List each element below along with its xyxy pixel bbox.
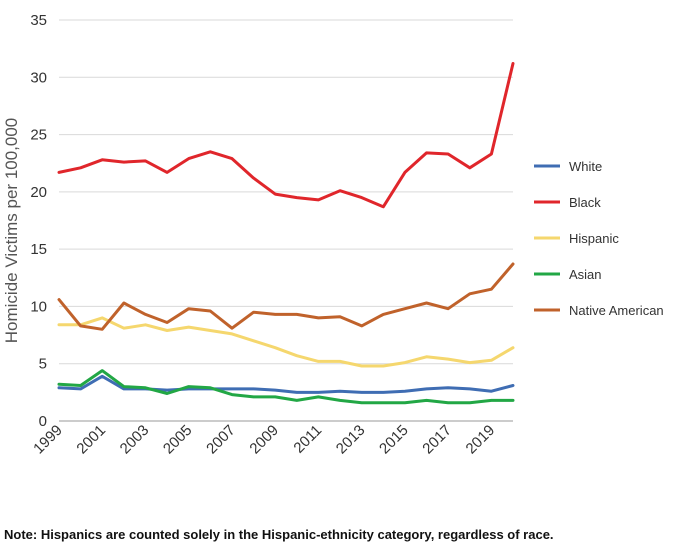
y-tick-label: 30 (30, 69, 47, 86)
x-tick-label: 1999 (30, 422, 66, 458)
x-tick-label: 2003 (117, 422, 153, 458)
y-tick-label: 15 (30, 241, 47, 258)
series-line-black (57, 62, 515, 209)
x-tick-label: 2009 (246, 422, 282, 458)
y-tick-label: 0 (39, 413, 47, 430)
y-tick-label: 25 (30, 127, 47, 144)
gridlines (59, 19, 513, 365)
series-line-hispanic (57, 316, 515, 368)
y-tick-label: 20 (30, 184, 47, 201)
legend: White Black Hispanic Asian Native American (534, 159, 664, 318)
y-axis-title: Homicide Victims per 100,000 (2, 118, 21, 344)
legend-label-black: Black (569, 195, 601, 210)
x-tick-label: 2001 (73, 422, 109, 458)
legend-label-native-american: Native American (569, 303, 664, 318)
y-tick-label: 5 (39, 356, 47, 373)
legend-label-hispanic: Hispanic (569, 231, 619, 246)
legend-label-white: White (569, 159, 602, 174)
x-tick-label: 2011 (290, 422, 325, 457)
footnote: Note: Hispanics are counted solely in th… (4, 527, 554, 542)
x-tick-label: 2013 (333, 422, 369, 458)
x-tick-label: 2015 (376, 422, 412, 458)
y-tick-label: 35 (30, 12, 47, 29)
x-tick-label: 2017 (419, 422, 455, 458)
series-lines (57, 62, 515, 405)
series-line-asian (57, 369, 515, 405)
x-axis-tick-labels: 1999 2001 2003 2005 2007 2009 2011 2013 2015 2017… (30, 422, 498, 458)
x-tick-label: 2007 (203, 422, 239, 458)
x-tick-label: 2019 (463, 422, 499, 458)
series-line-white (57, 374, 515, 394)
y-axis-tick-labels: 0 5 10 15 20 25 30 35 (30, 12, 47, 430)
series-line-native-american (57, 262, 515, 331)
legend-label-asian: Asian (569, 267, 602, 282)
x-tick-label: 2005 (160, 422, 196, 458)
y-tick-label: 10 (30, 298, 47, 315)
